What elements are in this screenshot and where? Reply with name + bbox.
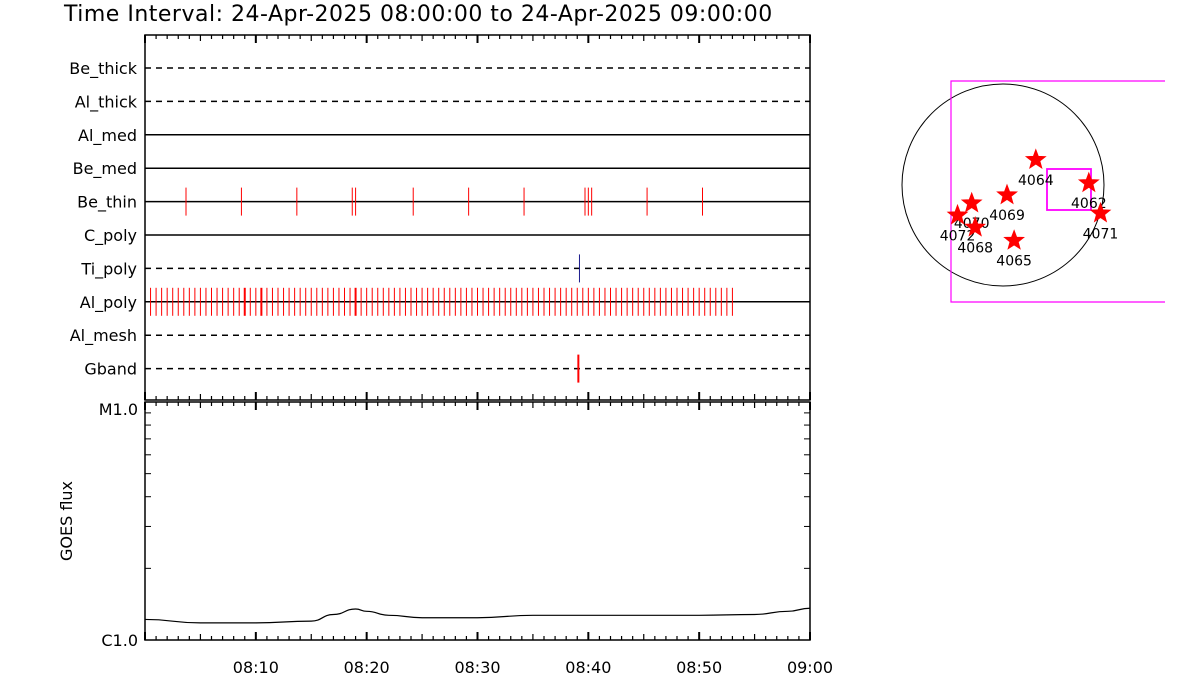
goes-y-tick-label-m1: M1.0 — [99, 400, 138, 419]
region-label-4065: 4065 — [996, 254, 1032, 270]
x-tick-label: 08:30 — [454, 658, 500, 677]
region-label-4062: 4062 — [1071, 196, 1107, 212]
x-tick-label: 08:20 — [344, 658, 390, 677]
x-tick-label: 08:50 — [676, 658, 722, 677]
row-label-gband: Gband — [84, 360, 137, 379]
goes-flux-panel: GOES flux M1.0 C1.0 08:10 08:20 08:30 08:40… — [57, 400, 833, 677]
region-highlight-box — [1046, 168, 1092, 211]
region-star-4062 — [1077, 171, 1100, 193]
filter-timeline-panel: Be_thick Al_thick Al_med Be_med Be_thin C_pol… — [69, 34, 811, 401]
row-label-al-thick: Al_thick — [75, 92, 138, 112]
region-label-4072: 4072 — [940, 228, 976, 244]
x-tick-label: 08:40 — [565, 658, 611, 677]
page-title: Time Interval: 24-Apr-2025 08:00:00 to 2… — [64, 2, 773, 27]
goes-flux-line — [144, 607, 811, 624]
row-label-be-thin: Be_thin — [77, 193, 137, 213]
region-star-4069 — [996, 183, 1018, 205]
solar-disk-map: 40644062406940704072406840654071 — [901, 80, 1165, 303]
solar-disk-outline — [901, 83, 1105, 287]
region-label-4071: 4071 — [1083, 226, 1119, 242]
region-star-4064 — [1024, 148, 1047, 169]
row-label-al-poly: Al_poly — [80, 293, 137, 313]
region-star-4071 — [1089, 201, 1112, 223]
region-star-4068 — [964, 215, 987, 237]
field-of-view-box — [950, 80, 1165, 303]
region-star-4065 — [1003, 229, 1025, 250]
row-label-be-thick: Be_thick — [69, 59, 137, 79]
region-star-4072 — [946, 203, 969, 225]
goes-frame — [144, 401, 811, 641]
row-label-be-med: Be_med — [73, 159, 137, 179]
region-label-4064: 4064 — [1018, 173, 1054, 189]
x-tick-label: 09:00 — [787, 658, 833, 677]
row-label-al-mesh: Al_mesh — [70, 326, 137, 346]
region-label-4068: 4068 — [957, 240, 993, 256]
timeline-frame — [144, 34, 811, 401]
row-label-c-poly: C_poly — [84, 226, 137, 246]
goes-y-axis-label: GOES flux — [57, 481, 76, 561]
goes-y-tick-label-c1: C1.0 — [101, 631, 138, 650]
x-tick-label: 08:10 — [233, 658, 279, 677]
row-label-ti-poly: Ti_poly — [80, 259, 137, 279]
row-label-al-med: Al_med — [78, 126, 137, 146]
region-star-4070 — [960, 191, 983, 213]
region-label-4069: 4069 — [989, 208, 1025, 224]
